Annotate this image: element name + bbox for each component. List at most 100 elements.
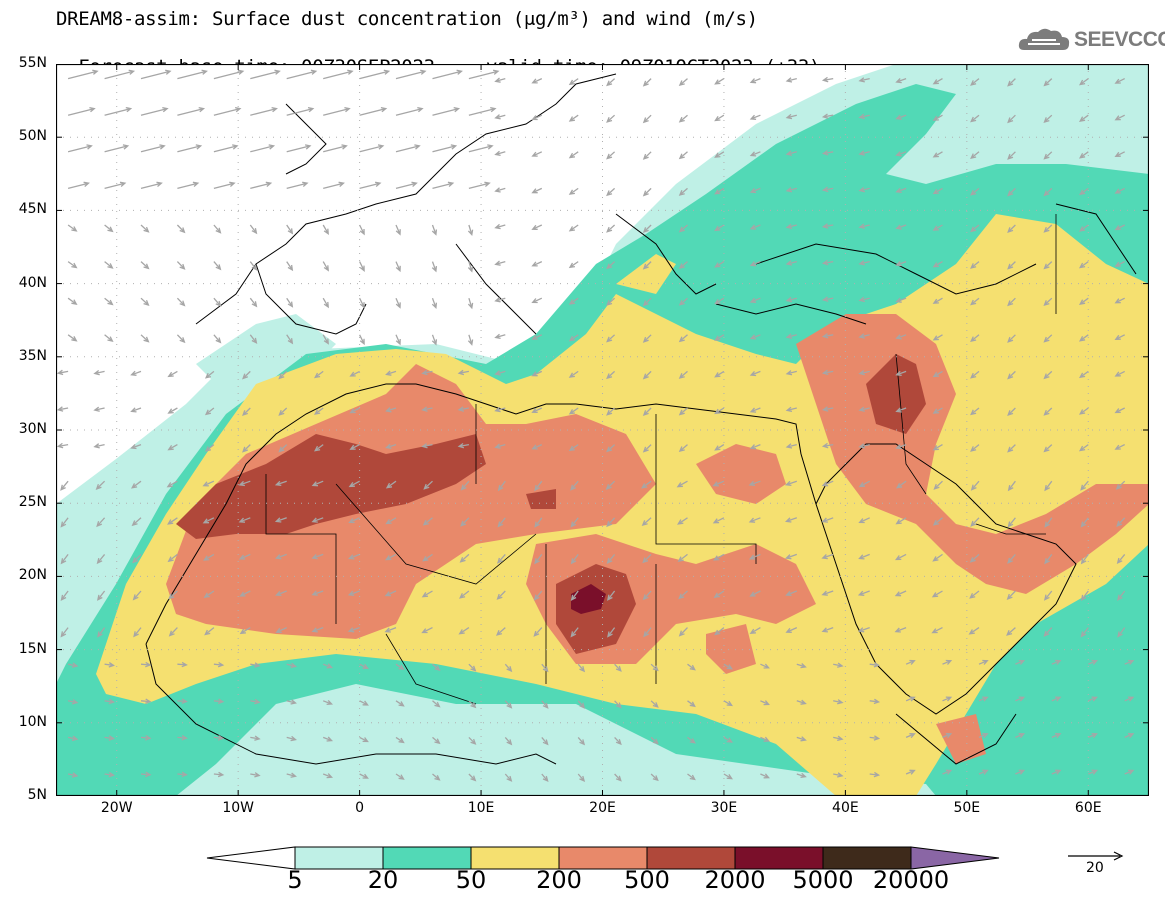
wind-arrow (895, 443, 907, 450)
wind-arrow (1114, 187, 1125, 194)
wind-arrow (1043, 407, 1053, 416)
wind-arrow (395, 736, 405, 744)
wind-arrow (678, 261, 688, 270)
wind-arrow (784, 553, 798, 560)
wind-arrow (323, 69, 354, 80)
wind-arrow (131, 480, 142, 489)
wind-arrow (642, 224, 652, 234)
wind-arrow (970, 444, 980, 452)
wind-arrow (60, 517, 69, 528)
wind-arrow (432, 69, 463, 80)
wind-arrow (714, 114, 725, 122)
wind-arrow (213, 261, 222, 271)
wind-arrow (140, 261, 150, 270)
wind-arrow (177, 698, 188, 704)
wind-arrow (531, 114, 543, 121)
wind-arrow (978, 733, 989, 739)
wind-arrow (238, 480, 251, 487)
wind-arrow (140, 106, 169, 116)
wind-arrow (970, 517, 980, 527)
wind-arrow (238, 553, 251, 560)
wind-arrow (748, 553, 761, 560)
wind-arrow (432, 773, 441, 781)
wind-arrow (1080, 554, 1089, 565)
wind-arrow (723, 773, 733, 780)
lon-tick-label: 20W (100, 800, 133, 816)
wind-arrow (395, 69, 427, 80)
wind-arrow (970, 480, 980, 491)
wind-arrow (67, 297, 78, 305)
wind-arrow (176, 224, 186, 234)
wind-arrow (1124, 733, 1135, 739)
wind-arrow (858, 77, 870, 83)
wind-arrow (286, 181, 309, 190)
wind-arrow (531, 407, 543, 413)
wind-arrow (1043, 187, 1053, 197)
wind-arrow (359, 69, 391, 80)
wind-arrow (714, 370, 725, 378)
wind-arrow (933, 480, 943, 490)
wind-arrow (242, 370, 251, 380)
wind-arrow (568, 224, 579, 232)
wind-arrow (96, 590, 106, 601)
wind-arrow (347, 590, 360, 596)
wind-arrow (785, 590, 798, 597)
wind-arrow (748, 480, 761, 487)
wind-arrow (749, 224, 761, 230)
wind-arrow (821, 442, 834, 449)
wind-arrow (311, 517, 324, 523)
wind-arrow (942, 696, 953, 702)
wind-arrow (642, 407, 652, 417)
wind-arrow (421, 627, 433, 634)
wind-arrow (531, 297, 543, 304)
wind-arrow (213, 224, 222, 234)
wind-arrow (677, 517, 688, 525)
wind-arrow (833, 735, 844, 742)
wind-arrow (1078, 187, 1089, 196)
wind-arrow (607, 627, 616, 638)
wind-arrow (421, 369, 433, 376)
wind-arrow (531, 187, 543, 194)
wind-arrow (642, 78, 652, 87)
wind-arrow (1080, 480, 1089, 491)
wind-arrow (869, 735, 881, 741)
wind-arrow (785, 333, 797, 339)
wind-arrow (177, 144, 203, 153)
wind-arrow (978, 659, 989, 665)
wind-arrow (821, 223, 834, 229)
wind-arrow (494, 114, 506, 120)
wind-arrow (104, 662, 115, 668)
wind-arrow (167, 553, 178, 563)
wind-arrow (895, 297, 907, 303)
lon-tick-label: 20E (589, 800, 616, 816)
wind-arrow (749, 370, 761, 377)
lat-tick-label: 45N (18, 201, 47, 218)
wind-arrow (322, 224, 329, 236)
wind-arrow (168, 627, 178, 637)
wind-arrow (140, 698, 152, 705)
wind-arrow (468, 181, 491, 190)
wind-arrow (1080, 517, 1089, 528)
wind-arrow (177, 661, 188, 668)
wind-arrow (821, 296, 834, 302)
wind-arrow (970, 224, 980, 233)
wind-arrow (785, 406, 797, 413)
wind-arrow (642, 297, 652, 307)
wind-arrow (250, 106, 278, 116)
wind-arrow (895, 480, 907, 489)
wind-arrow (213, 69, 245, 80)
wind-arrow (286, 69, 318, 80)
wind-arrow (932, 444, 943, 451)
wind-arrow (606, 187, 616, 197)
wind-arrow (56, 406, 69, 412)
wind-arrow (140, 297, 150, 306)
lon-tick-label: 0 (355, 800, 365, 816)
wind-arrow (494, 150, 506, 157)
wind-arrow (687, 736, 696, 744)
wind-arrow (606, 407, 616, 416)
colorbar (206, 846, 1000, 870)
wind-arrow (349, 444, 360, 450)
wind-arrow (869, 662, 881, 668)
wind-arrow (104, 698, 115, 705)
wind-arrow (494, 406, 506, 413)
